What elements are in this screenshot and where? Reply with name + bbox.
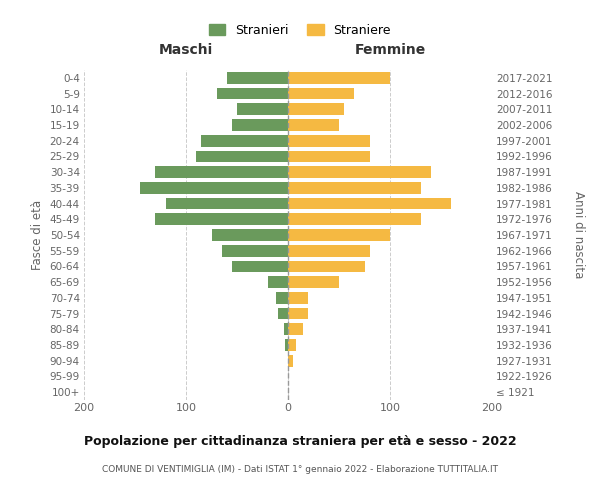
Bar: [155, 166, 288, 178]
Bar: [268, 276, 288, 288]
Bar: [288, 198, 451, 209]
Text: Maschi: Maschi: [159, 44, 213, 58]
Y-axis label: Fasce di età: Fasce di età: [31, 200, 44, 270]
Bar: [288, 260, 365, 272]
Bar: [202, 135, 288, 146]
Bar: [288, 214, 421, 225]
Text: COMUNE DI VENTIMIGLIA (IM) - Dati ISTAT 1° gennaio 2022 - Elaborazione TUTTITALI: COMUNE DI VENTIMIGLIA (IM) - Dati ISTAT …: [102, 465, 498, 474]
Y-axis label: Anni di nascita: Anni di nascita: [572, 192, 586, 278]
Bar: [288, 245, 370, 256]
Bar: [155, 214, 288, 225]
Legend: Stranieri, Straniere: Stranieri, Straniere: [209, 24, 391, 36]
Bar: [288, 150, 370, 162]
Bar: [288, 104, 344, 115]
Bar: [276, 292, 288, 304]
Bar: [288, 119, 339, 131]
Bar: [288, 229, 390, 241]
Bar: [196, 150, 288, 162]
Bar: [237, 104, 288, 115]
Bar: [288, 355, 293, 366]
Bar: [288, 276, 339, 288]
Bar: [288, 324, 304, 335]
Bar: [288, 72, 390, 84]
Bar: [212, 229, 288, 241]
Bar: [222, 245, 288, 256]
Bar: [166, 198, 288, 209]
Text: Femmine: Femmine: [355, 44, 425, 58]
Bar: [140, 182, 288, 194]
Bar: [288, 135, 370, 146]
Bar: [232, 119, 288, 131]
Bar: [232, 260, 288, 272]
Bar: [288, 292, 308, 304]
Bar: [288, 88, 355, 100]
Bar: [288, 182, 421, 194]
Bar: [285, 339, 288, 351]
Bar: [284, 324, 288, 335]
Bar: [227, 72, 288, 84]
Bar: [288, 166, 431, 178]
Bar: [288, 308, 308, 320]
Bar: [278, 308, 288, 320]
Bar: [288, 339, 296, 351]
Bar: [217, 88, 288, 100]
Text: Popolazione per cittadinanza straniera per età e sesso - 2022: Popolazione per cittadinanza straniera p…: [83, 435, 517, 448]
